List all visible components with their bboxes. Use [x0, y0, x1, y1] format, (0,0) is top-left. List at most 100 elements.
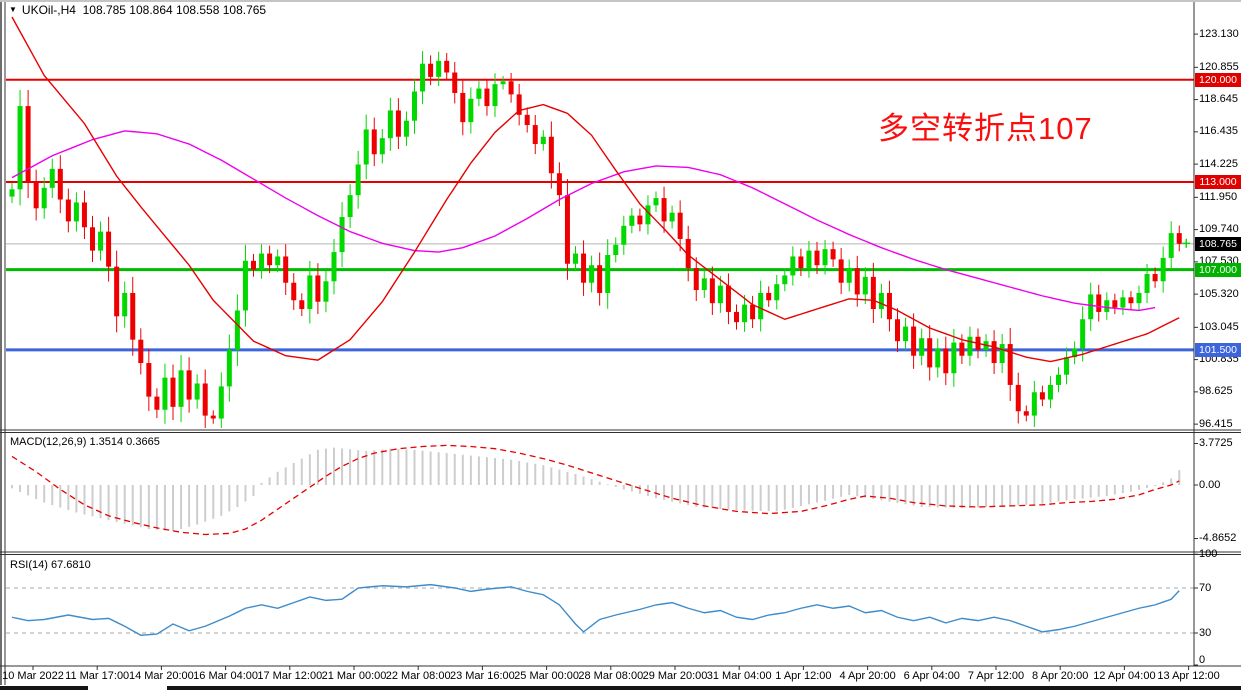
candle-body	[1112, 300, 1118, 308]
price-badge: 120.000	[1195, 72, 1241, 87]
candle-body	[436, 60, 442, 77]
candle-body	[355, 164, 361, 196]
annotation-text: 多空转折点107	[878, 111, 1093, 146]
candle-body	[41, 187, 47, 209]
candle-body	[556, 173, 562, 196]
price-badge: 113.000	[1195, 175, 1241, 189]
price-tick-label: 118.645	[1199, 93, 1238, 106]
candle-body	[814, 250, 820, 266]
candle-body	[130, 292, 136, 340]
candle-body	[927, 338, 933, 368]
candle-body	[371, 129, 377, 155]
candle-body	[1088, 294, 1094, 320]
candle-body	[444, 60, 450, 73]
candle-body	[387, 110, 393, 139]
candle-body	[500, 81, 506, 85]
candle-body	[516, 94, 522, 115]
scrollbar-thumb[interactable]	[0, 686, 88, 690]
symbol-ohlc-text: UKOil-,H4 108.785 108.864 108.558 108.76…	[21, 3, 267, 17]
candle-body	[154, 396, 160, 410]
candle-body	[114, 266, 120, 317]
candle-body	[790, 256, 796, 276]
time-axis-label: 17 Mar 12:00	[257, 670, 323, 682]
time-axis-label: 1 Apr 12:00	[775, 670, 832, 682]
scrollbar-track[interactable]	[167, 686, 1241, 690]
candle-body	[460, 92, 466, 123]
candle-body	[202, 383, 208, 416]
rsi-tick-label: 0	[1199, 653, 1206, 666]
candle-body	[798, 256, 804, 269]
candle-body	[1144, 273, 1150, 293]
candle-body	[935, 348, 941, 368]
candle-body	[90, 227, 95, 251]
price-badge: 107.000	[1195, 262, 1241, 277]
candle-body	[275, 256, 281, 266]
candle-body	[1152, 273, 1158, 282]
candle-body	[283, 256, 289, 283]
candle-body	[259, 253, 265, 270]
time-axis-label: 7 Apr 12:00	[967, 670, 1025, 682]
candle-body	[1015, 384, 1021, 412]
candle-body	[315, 275, 321, 302]
candle-body	[548, 136, 554, 174]
candle-body	[226, 349, 232, 387]
candle-body	[734, 311, 739, 323]
chart-info-bar: ▼ UKOil-,H4 108.785 108.864 108.558 108.…	[9, 3, 266, 17]
price-tick-label: 96.415	[1199, 417, 1233, 430]
candle-body	[943, 348, 949, 374]
candle-body	[138, 339, 144, 364]
candle-body	[653, 198, 659, 206]
candle-body	[854, 268, 860, 295]
time-axis-label: 10 Mar 2022	[2, 670, 64, 682]
macd-tick-label: -4.8652	[1199, 532, 1237, 545]
candle-body	[242, 260, 248, 311]
candle-body	[725, 285, 731, 312]
candle-body	[1080, 319, 1086, 349]
candle-body	[685, 238, 691, 269]
candle-body	[251, 260, 256, 270]
candle-body	[412, 91, 417, 121]
macd-tick-label: 3.7725	[1199, 437, 1233, 449]
candle-body	[661, 198, 667, 222]
candle-body	[597, 265, 603, 293]
candle-body	[395, 110, 401, 137]
time-axis-label: 21 Mar 00:00	[321, 670, 387, 682]
candle-body	[33, 182, 39, 209]
candle-body	[347, 195, 353, 218]
price-badge: 101.500	[1195, 342, 1241, 357]
candle-body	[452, 72, 458, 93]
candle-body	[339, 217, 345, 253]
candle-body	[605, 255, 611, 293]
candle-body	[806, 250, 812, 269]
candle-body	[1120, 297, 1126, 308]
rsi-line	[11, 583, 1180, 636]
candle-body	[420, 63, 426, 92]
candle-body	[959, 342, 965, 356]
candle-body	[991, 341, 997, 364]
candle-body	[878, 292, 884, 310]
candle-body	[951, 342, 957, 374]
candle-body	[1047, 384, 1053, 400]
candle-body	[194, 383, 200, 400]
candle-body	[669, 212, 675, 222]
candle-body	[25, 106, 31, 182]
price-badge: 108.765	[1195, 236, 1241, 251]
candle-body	[999, 344, 1005, 364]
candle-body	[307, 275, 313, 310]
ma-fast-line	[11, 16, 1180, 363]
triangle-down-icon[interactable]: ▼	[9, 5, 17, 14]
price-tick-label: 114.225	[1199, 157, 1238, 170]
candle-body	[967, 336, 973, 356]
candle-body	[903, 326, 909, 342]
candle-body	[65, 199, 71, 222]
candle-body	[919, 338, 925, 356]
rsi-tick-label: 70	[1199, 581, 1212, 594]
time-axis-label: 11 Mar 17:00	[65, 670, 130, 682]
time-axis-label: 31 Mar 04:00	[706, 670, 772, 682]
candle-body	[895, 319, 900, 342]
price-tick-label: 103.045	[1199, 320, 1239, 333]
candle-body	[476, 88, 482, 99]
time-axis-label: 6 Apr 04:00	[903, 670, 960, 682]
time-axis-label: 25 Mar 00:00	[514, 670, 579, 682]
